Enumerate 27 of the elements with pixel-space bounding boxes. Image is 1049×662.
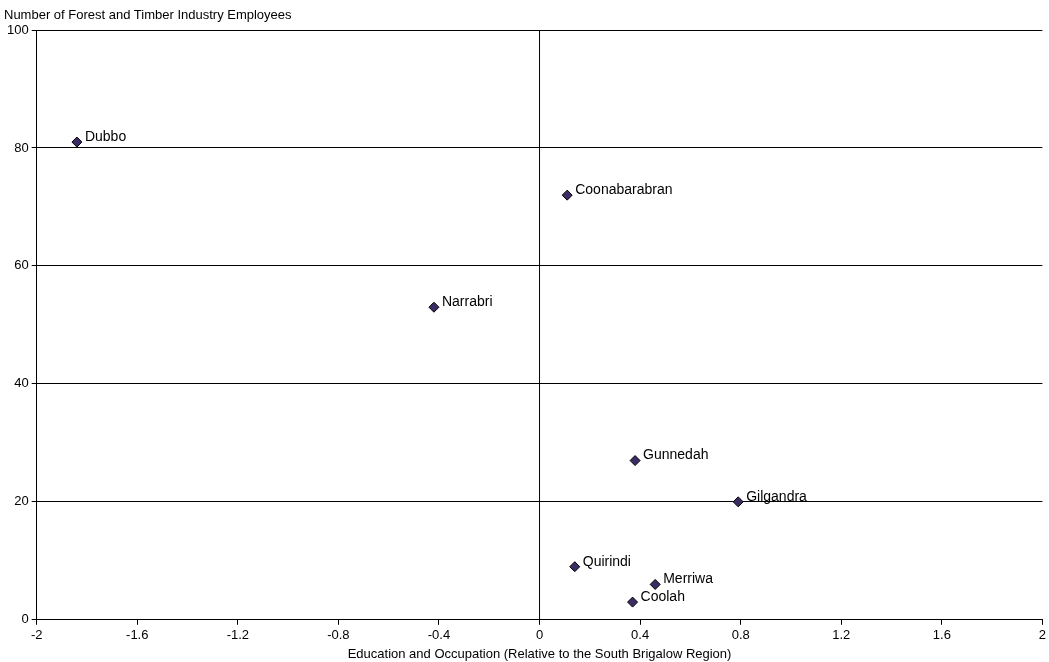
x-tick-label: 1.2 xyxy=(832,627,851,643)
annotation: Coolah xyxy=(640,587,685,604)
x-tick-label: 0.8 xyxy=(731,627,750,643)
annotation: Coonabarabran xyxy=(575,181,673,197)
y-tick-label: 0 xyxy=(21,611,29,627)
x-tick-label: -2 xyxy=(30,627,43,643)
y-tick-label: 60 xyxy=(14,257,29,273)
y-tick-label: 100 xyxy=(6,21,29,37)
y-axis-title: Number of Forest and Timber Industry Employees xyxy=(4,7,293,23)
annotation: Gilgandra xyxy=(746,487,808,504)
x-tick-label: 2 xyxy=(1038,627,1046,643)
annotation: Dubbo xyxy=(84,127,127,144)
x-tick-label: -0.4 xyxy=(427,627,451,643)
x-tick-label: 0.4 xyxy=(631,627,650,643)
x-tick-label: 1.6 xyxy=(932,627,951,643)
annotation: Quirindi xyxy=(582,552,631,569)
x-tick-label: 0 xyxy=(535,627,544,643)
x-tick-label: -1.6 xyxy=(126,627,149,643)
y-tick-label: 40 xyxy=(14,375,29,391)
annotation: Narrabri xyxy=(441,293,493,310)
annotation: Gunnedah xyxy=(643,446,709,463)
y-tick-label: 80 xyxy=(14,139,29,155)
y-tick-label: 20 xyxy=(14,493,29,509)
x-tick-label: -0.8 xyxy=(327,627,350,643)
x-axis-title: Education and Occupation (Relative to the South Brigalow Region) xyxy=(347,645,732,661)
annotation: Merriwa xyxy=(663,570,714,587)
x-tick-label: -1.2 xyxy=(226,627,250,643)
